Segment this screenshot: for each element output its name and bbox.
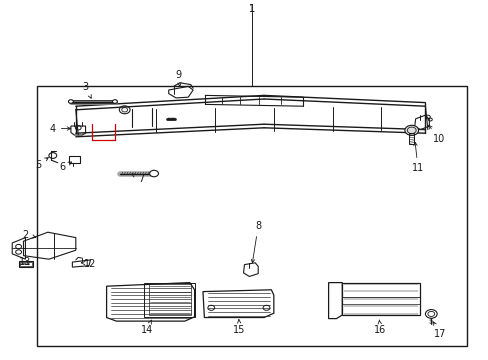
Bar: [37, 86, 466, 346]
Bar: [19, 261, 33, 267]
Circle shape: [68, 100, 73, 103]
Text: 13: 13: [19, 257, 32, 267]
Text: 17: 17: [432, 322, 446, 339]
Bar: [69, 156, 80, 163]
Text: 16: 16: [373, 320, 386, 336]
Circle shape: [404, 125, 418, 135]
Text: 12: 12: [81, 258, 97, 269]
Text: 15: 15: [233, 320, 245, 336]
Text: 6: 6: [60, 162, 71, 172]
Text: 10: 10: [428, 125, 445, 144]
Text: 2: 2: [22, 230, 36, 240]
Circle shape: [112, 100, 117, 103]
Text: 1: 1: [248, 4, 254, 14]
Text: 3: 3: [82, 82, 91, 98]
Text: 11: 11: [411, 142, 424, 173]
Bar: [20, 262, 32, 266]
Text: 7: 7: [132, 174, 143, 184]
Text: 9: 9: [175, 69, 181, 86]
Circle shape: [149, 170, 158, 177]
Text: 4: 4: [50, 123, 70, 134]
Text: 8: 8: [251, 221, 261, 263]
Text: 5: 5: [35, 158, 48, 170]
Bar: [408, 133, 413, 144]
Text: 14: 14: [140, 320, 153, 336]
Text: 1: 1: [248, 4, 254, 14]
